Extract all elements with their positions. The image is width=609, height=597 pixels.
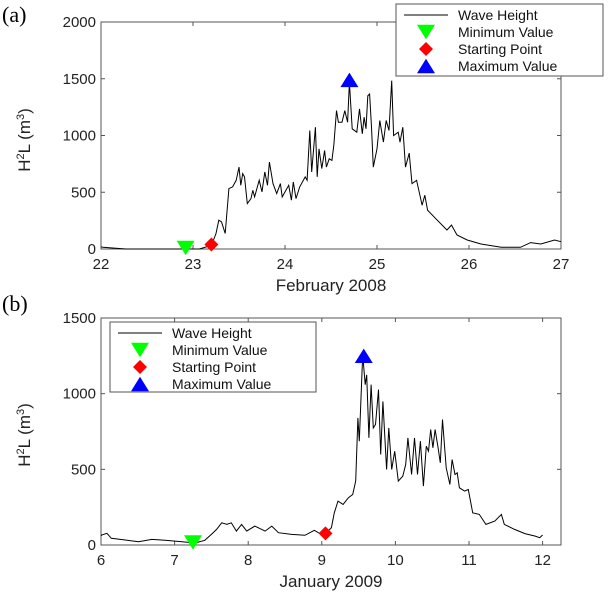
x-tick-label: 26 — [461, 256, 478, 273]
x-tick-label: 8 — [244, 552, 252, 569]
x-tick-label: 25 — [369, 256, 386, 273]
legend-box — [395, 3, 604, 77]
y-axis-label-part: 3 — [15, 114, 27, 120]
panel-label: (a) — [2, 2, 26, 27]
wave-height-line — [100, 80, 562, 250]
panel-a: (a)22 23 24 25 26 270500100015002000February … — [2, 2, 604, 295]
legend-starting-point-icon — [133, 360, 147, 374]
y-axis-label-part: L (m — [15, 415, 34, 448]
y-axis-label-part: 3 — [15, 409, 27, 415]
legend-minimum-icon — [417, 24, 435, 40]
legend-maximum-icon — [417, 58, 435, 74]
y-tick-label: 2000 — [63, 14, 96, 31]
minimum-value-marker — [184, 535, 202, 550]
legend-label: Wave Height — [172, 325, 252, 341]
legend-label: Minimum Value — [172, 342, 268, 358]
y-axis-label-part: L (m — [15, 120, 34, 153]
legend-label: Maximum Value — [172, 376, 272, 392]
y-axis-label-part: ) — [15, 403, 34, 409]
y-tick-label: 0 — [88, 241, 96, 258]
y-axis-label-part: H — [15, 160, 34, 172]
x-tick-label: 12 — [534, 552, 551, 569]
maximum-value-marker — [354, 348, 373, 364]
starting-point-marker — [204, 237, 219, 252]
x-axis-label: February 2008 — [276, 276, 387, 295]
legend-starting-point-icon — [419, 42, 433, 56]
legend-minimum-icon — [131, 342, 149, 358]
plot-area — [100, 317, 562, 546]
y-axis-label: H2L (m3) — [15, 403, 34, 467]
x-axis-label: January 2009 — [279, 572, 382, 591]
y-axis-label-part: ) — [15, 108, 34, 114]
legend-label: Starting Point — [172, 359, 256, 375]
y-tick-label: 1500 — [63, 310, 96, 327]
x-tick-label: 27 — [553, 256, 570, 273]
y-tick-label: 1500 — [63, 71, 96, 88]
x-tick-label: 10 — [387, 552, 404, 569]
x-tick-label: 9 — [318, 552, 326, 569]
x-tick-label: 7 — [170, 552, 178, 569]
x-tick-label: 11 — [461, 552, 477, 569]
legend-box — [109, 321, 317, 393]
x-tick-label: 22 — [93, 256, 110, 273]
wave-height-line — [100, 358, 543, 544]
legend-label: Wave Height — [458, 7, 538, 23]
x-tick-label: 24 — [277, 256, 294, 273]
y-axis-label: H2L (m3) — [15, 108, 34, 172]
legend-label: Starting Point — [458, 41, 542, 57]
minimum-value-marker — [176, 240, 195, 256]
panel-b: (b) 6 7 8 9 10 11 12 0 500 1000 1500 January 2009 H2L… — [2, 291, 562, 591]
y-tick-label: 1000 — [63, 386, 96, 403]
x-tick-label: 23 — [185, 256, 202, 273]
starting-point-marker — [318, 526, 333, 541]
legend-label: Maximum Value — [458, 58, 558, 74]
y-axis-label-part: 2 — [15, 448, 27, 454]
y-axis-label-part: H — [15, 455, 34, 467]
panel-label: (b) — [2, 291, 28, 316]
y-tick-label: 0 — [88, 537, 96, 554]
legend-maximum-icon — [131, 376, 149, 392]
x-tick-label: 6 — [97, 552, 105, 569]
legend-label: Minimum Value — [458, 24, 554, 40]
y-tick-label: 500 — [71, 184, 96, 201]
y-tick-label: 1000 — [63, 128, 96, 145]
y-tick-label: 500 — [71, 461, 96, 478]
y-axis-label-part: 2 — [15, 153, 27, 159]
maximum-value-marker — [340, 72, 359, 88]
